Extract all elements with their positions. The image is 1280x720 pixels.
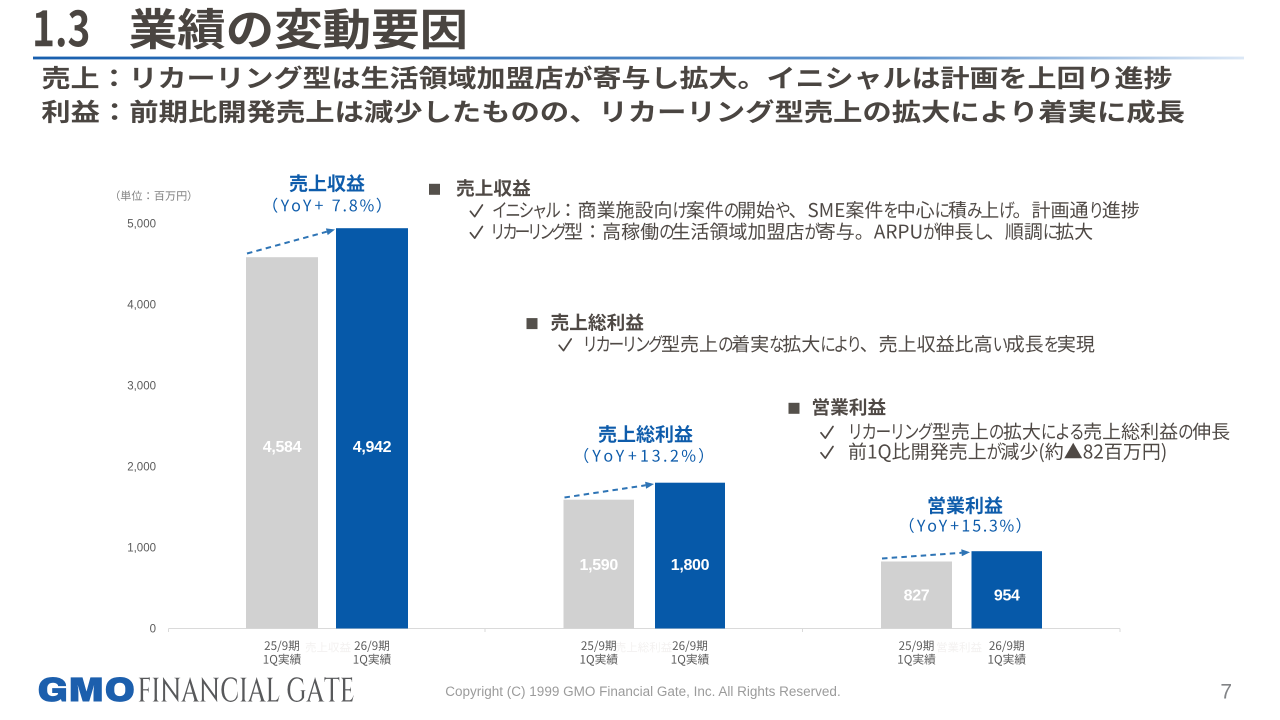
svg-text:3,000: 3,000 xyxy=(127,381,156,393)
svg-text:5,000: 5,000 xyxy=(127,219,156,231)
svg-text:827: 827 xyxy=(904,587,930,604)
svg-text:1,000: 1,000 xyxy=(127,543,156,555)
svg-text:954: 954 xyxy=(994,587,1020,604)
svg-text:Copyright (C) 1999 GMO Financi: Copyright (C) 1999 GMO Financial Gate, I… xyxy=(445,684,840,699)
svg-text:2,000: 2,000 xyxy=(127,462,156,474)
svg-text:0: 0 xyxy=(150,624,156,636)
svg-text:1,590: 1,590 xyxy=(579,557,618,574)
svg-text:4,942: 4,942 xyxy=(353,439,392,456)
svg-text:4,584: 4,584 xyxy=(263,439,302,456)
svg-text:7: 7 xyxy=(1220,681,1232,704)
svg-text:1,800: 1,800 xyxy=(671,557,710,574)
svg-text:4,000: 4,000 xyxy=(127,300,156,312)
